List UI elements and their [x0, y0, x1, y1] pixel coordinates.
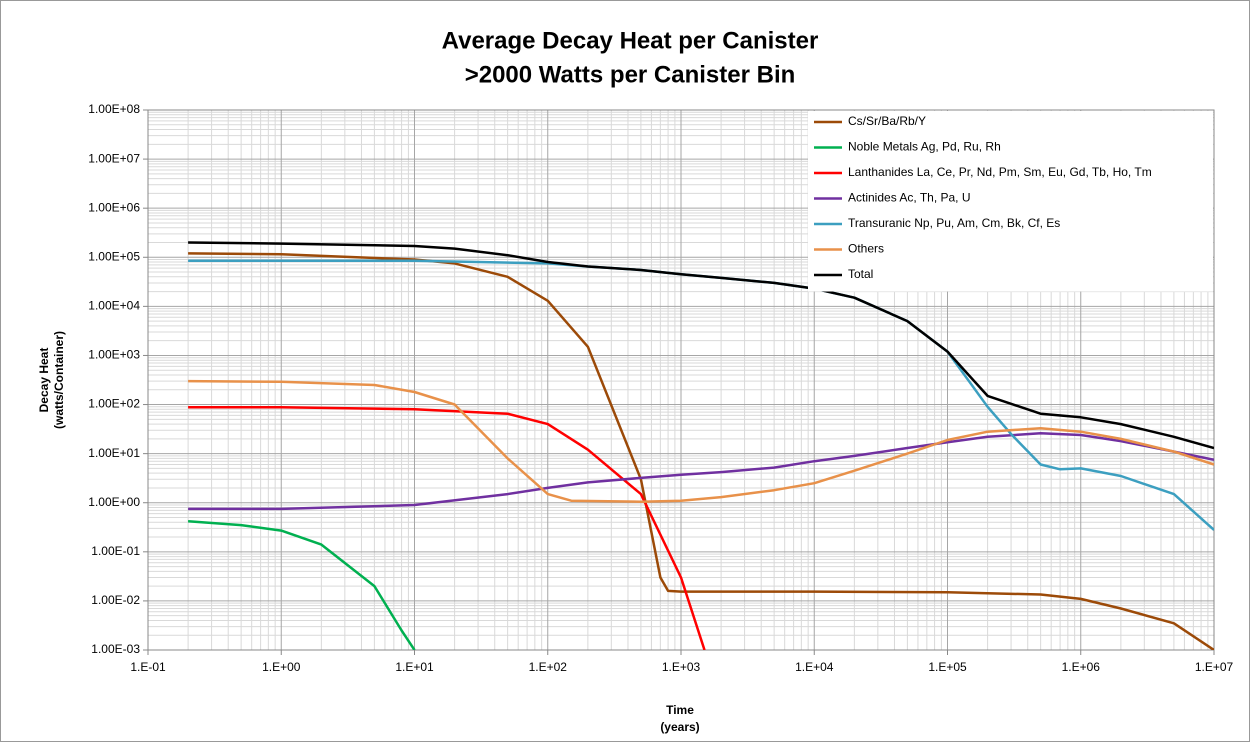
- x-tick-label: 1.E+02: [529, 660, 568, 674]
- legend-label: Others: [848, 242, 884, 256]
- legend: Cs/Sr/Ba/Rb/Y Noble Metals Ag, Pd, Ru, Rh…: [808, 111, 1213, 292]
- y-tick-label: 1.00E-03: [91, 642, 140, 656]
- y-tick-label: 1.00E+03: [88, 348, 140, 362]
- y-tick-label: 1.00E+02: [88, 397, 140, 411]
- legend-label: Total: [848, 267, 873, 281]
- plot-border: [147, 109, 1215, 651]
- legend-label: Cs/Sr/Ba/Rb/Y: [848, 114, 926, 128]
- series-line: [188, 252, 1214, 650]
- y-tick-label: 1.00E+06: [88, 200, 140, 214]
- y-axis-label-line: (watts/Container): [52, 331, 66, 429]
- y-axis-label: Decay Heat (watts/Container): [37, 331, 66, 429]
- x-tick-label: 1.E+04: [795, 660, 834, 674]
- y-tick-label: 1.00E+05: [88, 249, 140, 263]
- chart-title: Average Decay Heat per Canister: [442, 27, 819, 54]
- series-lines: [188, 241, 1214, 650]
- y-tick-label: 1.00E-02: [91, 593, 140, 607]
- x-tick-label: 1.E+07: [1195, 660, 1234, 674]
- y-axis-label-line: Decay Heat: [37, 348, 51, 413]
- x-tick-label: 1.E+06: [1062, 660, 1101, 674]
- x-tick-label: 1.E+00: [262, 660, 301, 674]
- series-line: [188, 406, 706, 650]
- x-tick-label: 1.E-01: [130, 660, 166, 674]
- legend-label: Actinides Ac, Th, Pa, U: [848, 191, 971, 205]
- y-tick-label: 1.00E+01: [88, 446, 140, 460]
- y-tick-label: 1.00E+08: [88, 102, 140, 116]
- y-tick-label: 1.00E+07: [88, 151, 140, 165]
- x-tick-label: 1.E+05: [928, 660, 967, 674]
- series-line: [188, 432, 1214, 511]
- series-line: [188, 379, 1214, 503]
- x-axis-label-line: Time: [666, 703, 694, 717]
- legend-label: Transuranic Np, Pu, Am, Cm, Bk, Cf, Es: [848, 216, 1060, 230]
- legend-label: Noble Metals Ag, Pd, Ru, Rh: [848, 140, 1001, 154]
- x-tick-label: 1.E+03: [662, 660, 701, 674]
- x-axis-label-line: (years): [660, 720, 699, 734]
- legend-box: [808, 111, 1213, 292]
- series-line: [188, 241, 1214, 450]
- y-tick-label: 1.00E-01: [91, 544, 140, 558]
- chart-subtitle: >2000 Watts per Canister Bin: [465, 61, 796, 88]
- y-tick-label: 1.00E+00: [88, 495, 140, 509]
- y-tick-label: 1.00E+04: [88, 299, 140, 313]
- x-tick-label: 1.E+01: [395, 660, 434, 674]
- legend-label: Lanthanides La, Ce, Pr, Nd, Pm, Sm, Eu, …: [848, 165, 1152, 179]
- series-line: [188, 519, 416, 650]
